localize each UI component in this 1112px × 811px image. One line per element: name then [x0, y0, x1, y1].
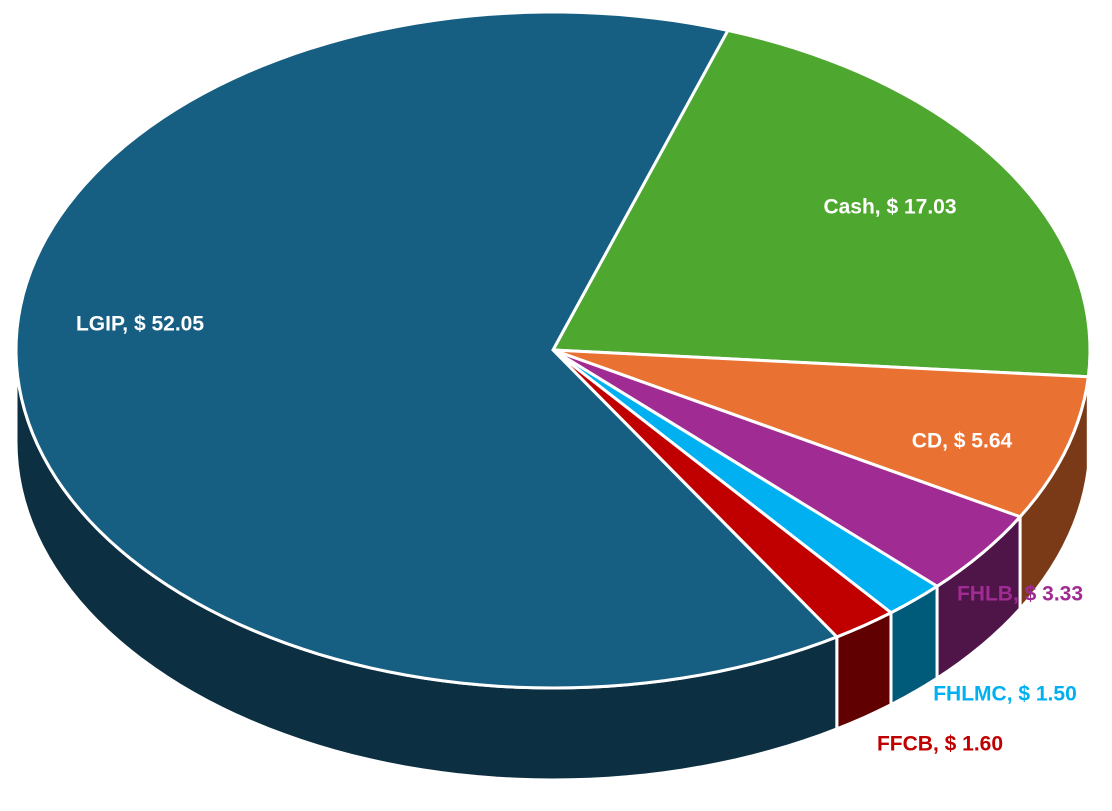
slice	[14, 10, 840, 690]
data-label: FHLB, $ 3.33	[957, 583, 1083, 606]
slice	[552, 348, 1091, 519]
data-label: FFCB, $ 1.60	[877, 733, 1003, 756]
slice	[550, 28, 1092, 379]
data-label: Cash, $ 17.03	[823, 196, 956, 219]
data-label: CD, $ 5.64	[912, 430, 1013, 453]
data-label: FHLMC, $ 1.50	[933, 683, 1077, 706]
slice	[552, 348, 1023, 589]
data-label: LGIP, $ 52.05	[76, 313, 204, 336]
